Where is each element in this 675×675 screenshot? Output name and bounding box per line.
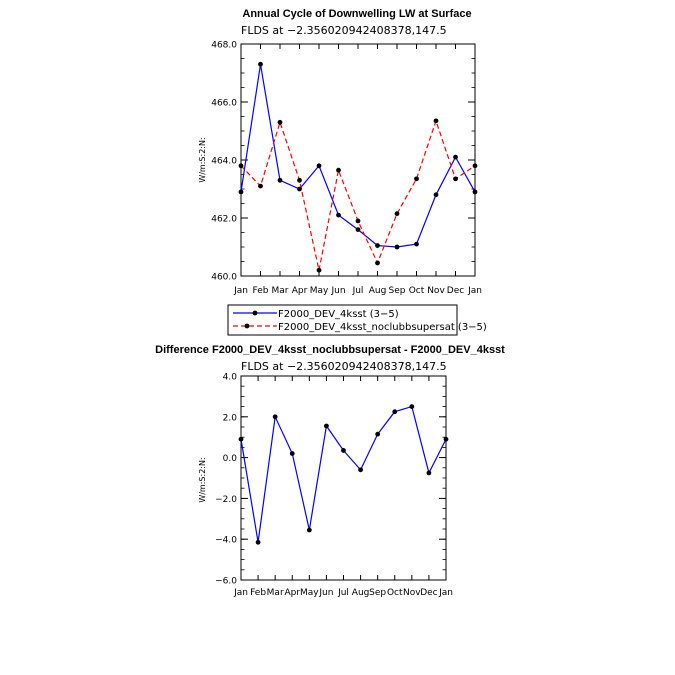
x-tick-label: Dec xyxy=(447,286,464,296)
series-0-point xyxy=(392,409,398,415)
x-tick-label: Nov xyxy=(427,286,445,296)
x-tick-label: Jan xyxy=(233,286,248,296)
top-chart-ylabel: W/m:S:2:N: xyxy=(198,137,207,182)
legend-marker-4ksst xyxy=(252,310,258,316)
series-0-point xyxy=(336,212,341,218)
y-tick-label: 0.0 xyxy=(223,454,238,464)
x-tick-label: May xyxy=(310,286,329,296)
y-tick-label: 460.0 xyxy=(211,273,237,283)
series-0-point xyxy=(394,244,400,250)
x-tick-label: Feb xyxy=(253,286,269,296)
top-chart-title: Annual Cycle of Downwelling LW at Surfac… xyxy=(242,8,471,20)
series-0-point xyxy=(433,192,439,198)
x-tick-label: Jan xyxy=(233,588,248,598)
x-tick-label: Oct xyxy=(409,286,425,296)
bottom-chart-subtitle: FLDS at −2.356020942408378,147.5 xyxy=(241,360,447,373)
y-tick-label: 466.0 xyxy=(211,99,237,109)
top-chart-ticks: Jan Feb Mar Apr May Jun Jul Aug Sep Oct Nov Dec Jan4… xyxy=(211,41,482,297)
legend-label-4ksst: F2000_DEV_4ksst (3−5) xyxy=(278,309,399,320)
series-0-point xyxy=(443,436,449,442)
series-0-point xyxy=(238,189,244,195)
series-1-point xyxy=(414,176,419,182)
series-0-point xyxy=(238,436,244,442)
series-0-point xyxy=(472,189,478,195)
series-1-point xyxy=(375,260,380,266)
y-tick-label: 464.0 xyxy=(211,157,237,167)
series-0-point xyxy=(375,243,380,248)
series-1-point xyxy=(336,167,341,173)
series-0-point xyxy=(277,177,283,183)
x-tick-label: May xyxy=(300,588,319,598)
series-0-point xyxy=(355,227,361,233)
series-0-point xyxy=(272,414,278,420)
series-0-point xyxy=(453,154,458,160)
top-chart: Annual Cycle of Downwelling LW at Surfac… xyxy=(198,8,482,296)
bottom-chart: Difference F2000_DEV_4ksst_noclubbsupers… xyxy=(155,344,505,598)
bottom-chart-series xyxy=(238,404,449,545)
x-tick-label: Jun xyxy=(318,588,333,598)
series-0-point xyxy=(414,241,419,247)
x-tick-label: Aug xyxy=(352,588,370,598)
x-tick-label: Nov xyxy=(403,588,421,598)
series-1-point xyxy=(277,119,283,125)
top-chart-series xyxy=(238,61,478,273)
x-tick-label: Mar xyxy=(267,588,284,598)
series-0-point xyxy=(306,527,312,533)
legend: F2000_DEV_4ksst (3−5) F2000_DEV_4ksst_no… xyxy=(227,304,487,336)
series-line-0 xyxy=(240,405,447,543)
series-1-point xyxy=(453,176,458,182)
series-0-point xyxy=(255,539,261,545)
top-chart-subtitle: FLDS at −2.356020942408378,147.5 xyxy=(241,24,447,37)
x-tick-label: Dec xyxy=(420,588,437,598)
series-line-1 xyxy=(240,118,476,271)
series-0-point xyxy=(316,163,322,169)
y-tick-label: −2.0 xyxy=(215,495,237,505)
series-1-point xyxy=(355,218,361,224)
y-tick-label: 4.0 xyxy=(223,373,238,383)
x-tick-label: Apr xyxy=(284,588,300,598)
series-1-point xyxy=(297,177,302,183)
series-0-point xyxy=(289,451,295,456)
y-tick-label: 2.0 xyxy=(223,413,238,423)
series-0-point xyxy=(409,404,415,409)
series-0-point xyxy=(297,186,302,192)
bottom-chart-title: Difference F2000_DEV_4ksst_noclubbsupers… xyxy=(155,344,505,356)
series-0-point xyxy=(426,470,432,476)
y-tick-label: −4.0 xyxy=(215,536,237,546)
x-tick-label: Sep xyxy=(369,588,386,598)
y-tick-label: −6.0 xyxy=(215,577,237,587)
x-tick-label: Jan xyxy=(467,286,482,296)
x-tick-label: Jun xyxy=(330,286,345,296)
legend-label-noclubbsupersat: F2000_DEV_4ksst_noclubbsupersat (3−5) xyxy=(278,322,487,333)
series-1-point xyxy=(394,211,400,217)
series-1-point xyxy=(258,183,263,189)
y-tick-label: 468.0 xyxy=(211,41,237,51)
x-tick-label: Feb xyxy=(250,588,266,598)
bottom-chart-ylabel: W/m:S:2:N: xyxy=(198,457,207,502)
x-tick-label: Apr xyxy=(292,286,308,296)
series-1-point xyxy=(238,163,244,169)
x-tick-label: Mar xyxy=(272,286,289,296)
series-1-point xyxy=(316,267,322,273)
x-tick-label: Jan xyxy=(438,588,453,598)
x-tick-label: Oct xyxy=(387,588,403,598)
x-tick-label: Aug xyxy=(369,286,387,296)
series-0-point xyxy=(375,431,381,437)
bottom-chart-frame xyxy=(240,375,447,581)
legend-marker-noclubbsupersat xyxy=(244,323,250,329)
series-0-point xyxy=(341,448,346,453)
bottom-chart-ticks: Jan Feb Mar Apr May Jun Jul Aug Sep Oct Nov Dec Jan−… xyxy=(215,373,453,599)
series-0-point xyxy=(258,61,263,67)
x-tick-label: Sep xyxy=(389,286,406,296)
x-tick-label: Jul xyxy=(352,286,364,296)
series-0-point xyxy=(324,423,329,429)
series-1-point xyxy=(472,163,478,169)
series-0-point xyxy=(358,467,363,473)
x-tick-label: Jul xyxy=(337,588,349,598)
y-tick-label: 462.0 xyxy=(211,215,237,225)
legend-box xyxy=(227,304,458,336)
series-1-point xyxy=(433,118,439,124)
